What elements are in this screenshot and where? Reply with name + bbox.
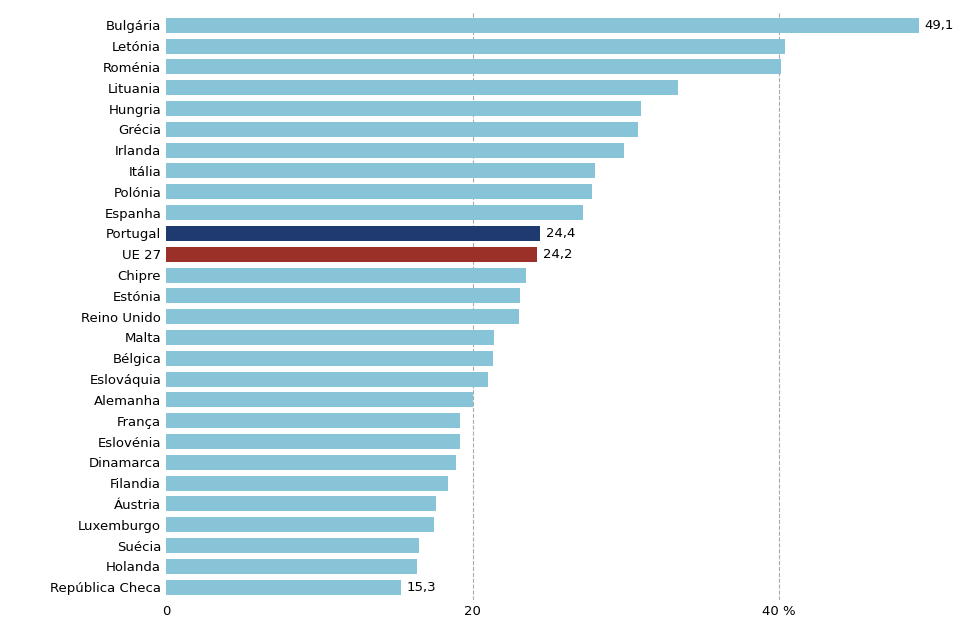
Bar	[166, 18, 918, 33]
Bar	[166, 163, 595, 179]
Bar	[166, 122, 638, 137]
Bar	[166, 538, 419, 553]
Bar	[166, 309, 519, 324]
Bar	[166, 351, 492, 366]
Bar	[166, 226, 540, 241]
Bar	[166, 476, 448, 491]
Bar	[166, 38, 786, 54]
Bar	[166, 455, 455, 470]
Text: 49,1: 49,1	[924, 19, 955, 32]
Text: 24,2: 24,2	[543, 248, 573, 261]
Bar	[166, 143, 624, 158]
Bar	[166, 267, 527, 283]
Bar	[166, 413, 460, 428]
Bar	[166, 434, 460, 449]
Text: 24,4: 24,4	[546, 227, 575, 240]
Bar	[166, 496, 436, 512]
Bar	[166, 330, 494, 345]
Bar	[166, 371, 488, 387]
Bar	[166, 288, 520, 303]
Bar	[166, 184, 592, 199]
Bar	[166, 392, 473, 408]
Bar	[166, 80, 678, 95]
Bar	[166, 59, 781, 75]
Bar	[166, 517, 435, 532]
Bar	[166, 559, 417, 574]
Bar	[166, 247, 537, 262]
Bar	[166, 101, 641, 116]
Bar	[166, 580, 401, 595]
Bar	[166, 205, 583, 220]
Text: 15,3: 15,3	[406, 581, 437, 594]
